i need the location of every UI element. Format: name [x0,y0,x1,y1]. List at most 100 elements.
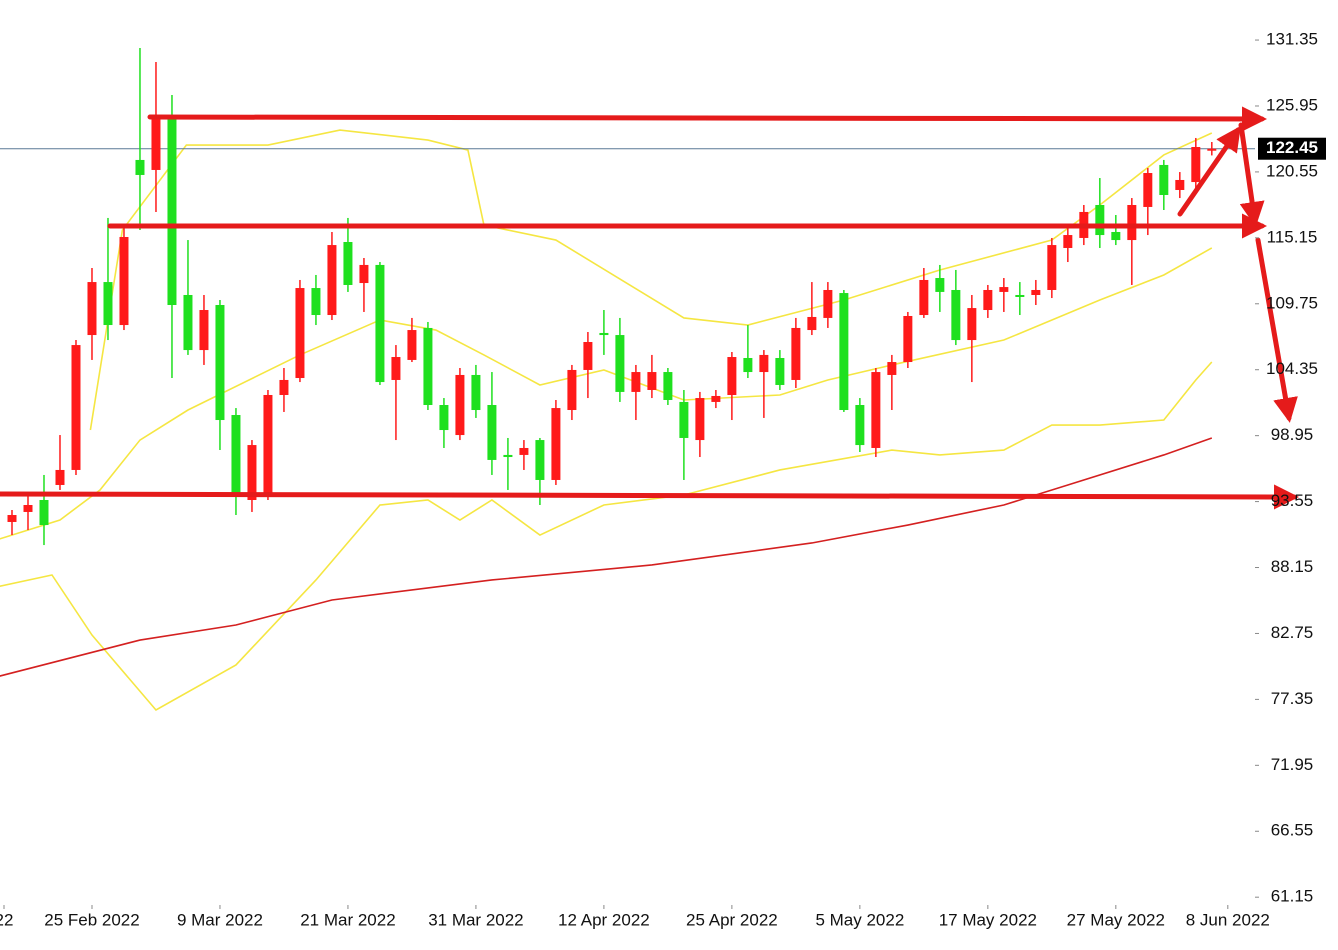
candle-body [647,372,657,390]
x-tick-label: 12 Apr 2022 [558,910,650,929]
annotation-line [0,484,1299,510]
current-price-box [1258,137,1326,160]
candle-body [983,289,993,311]
candle-body [295,288,305,379]
candle-body [839,293,849,411]
candle-body [567,369,577,411]
y-tick-label: 120.55 [1266,161,1318,180]
candle-body [39,499,49,526]
y-tick-label: 115.15 [1267,227,1318,246]
candle-body [1159,164,1169,195]
candle-body [199,310,209,351]
candle-body [775,357,785,385]
x-tick-label: 25 Apr 2022 [686,910,778,929]
candle-body [151,117,161,170]
candle-body [583,342,593,370]
candle-body [87,282,97,336]
y-tick-label: 98.95 [1271,425,1314,444]
y-tick-label: 61.15 [1271,887,1314,906]
candle-body [1031,289,1041,295]
candle-body [711,395,721,402]
y-tick-label: 71.95 [1271,755,1314,774]
candle-body [103,282,113,326]
candle-body [759,354,769,373]
candle-body [55,469,65,485]
candle-body [1207,148,1217,151]
candle-body [599,332,609,336]
y-tick-label: 77.35 [1271,689,1314,708]
candle-body [119,236,129,326]
candle-body [807,316,817,331]
candle-body [23,505,33,512]
candle-body [663,372,673,400]
y-tick-label: 82.75 [1271,623,1314,642]
candle-body [935,278,945,292]
candle-body [487,405,497,460]
candle-body [1175,179,1185,190]
plot-area [0,47,1255,712]
candle-body [247,445,257,500]
indicator-line [0,361,1213,712]
candle-body [551,408,561,480]
candle-body [519,447,529,455]
candle-body [471,374,481,411]
x-tick-label: 27 May 2022 [1067,910,1165,929]
candle-body [823,289,833,318]
y-tick-label: 109.75 [1266,293,1318,312]
x-tick-label: 25 Feb 2022 [44,910,139,929]
candle-body [135,159,145,175]
candle-body [1047,245,1057,290]
indicator-line [0,437,1213,677]
candle-body [1111,231,1121,241]
indicator-line [0,247,1213,540]
x-tick-label: 31 Mar 2022 [428,910,523,929]
candle-body [727,357,737,395]
candle-body [1143,173,1153,207]
candle-body [871,372,881,448]
candle-body [455,374,465,436]
candle-body [1127,205,1137,241]
candle-body [1191,147,1201,183]
y-tick-label: 66.55 [1271,821,1314,840]
x-tick-label: 8 Jun 2022 [1186,910,1270,929]
candle-body [423,327,433,406]
candle-body [7,515,17,522]
x-tick-label: 9 Mar 2022 [177,910,263,929]
candle-body [71,345,81,470]
annotation-line [147,106,1267,132]
y-tick-label: 104.35 [1266,359,1318,378]
annotation-arrow [1177,125,1241,217]
candle-body [615,335,625,392]
candle-body [327,245,337,316]
x-tick-label: 22 [0,910,13,929]
y-tick-label: 131.35 [1266,30,1318,49]
candle-body [279,379,289,395]
annotation-arrow [1255,237,1298,423]
candle-body [743,357,753,373]
candle-body [439,405,449,431]
candle-body [903,315,913,363]
candle-body [679,401,689,438]
candle-body [1095,205,1105,236]
annotations [0,106,1299,510]
candle-body [503,454,513,458]
candle-body [343,242,353,285]
candle-body [215,305,225,421]
candle-body [407,330,417,360]
x-tick-label: 5 May 2022 [815,910,904,929]
candle-body [967,308,977,341]
candle-body [231,415,241,495]
candle-body [951,289,961,341]
candle-body [919,279,929,316]
x-tick-label: 21 Mar 2022 [300,910,395,929]
candle-body [999,287,1009,292]
candle-body [695,398,705,441]
candle-body [631,372,641,392]
candle-body [311,288,321,316]
y-tick-label: 125.95 [1266,95,1318,114]
candle-body [535,440,545,480]
candle-body [391,357,401,380]
axis: 131.35 125.95 120.55 115.15 109.75 104.35 98.9… [0,30,1326,929]
candle-body [375,264,385,383]
